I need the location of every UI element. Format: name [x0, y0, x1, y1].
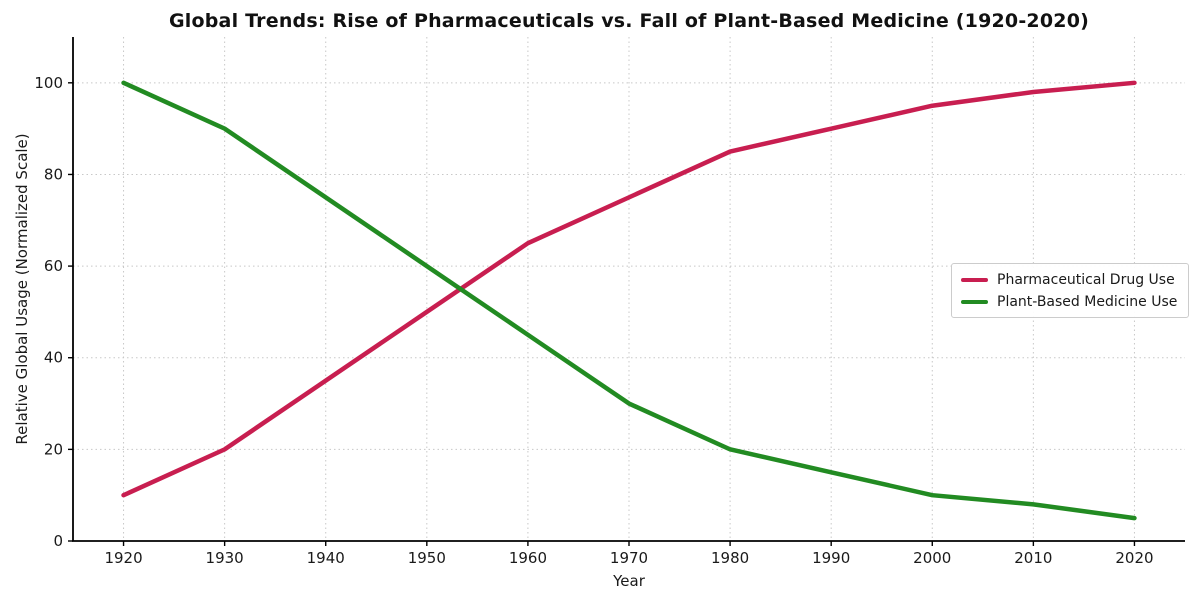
y-tick-label: 80: [44, 165, 63, 183]
x-tick-label: 1940: [307, 549, 345, 567]
series-line-plant-based: [121, 80, 1137, 521]
x-tick-label: 1980: [711, 549, 749, 567]
legend-item-plant-based: Plant-Based Medicine Use: [961, 292, 1177, 311]
legend-label-plant-based: Plant-Based Medicine Use: [997, 293, 1178, 310]
y-tick-label: 0: [53, 532, 63, 550]
x-tick-label: 1920: [104, 549, 142, 567]
legend: Pharmaceutical Drug Use Plant-Based Medi…: [951, 263, 1190, 318]
series-line-pharmaceutical: [121, 80, 1137, 498]
y-tick-label: 100: [34, 74, 63, 92]
y-tick-label: 20: [44, 440, 63, 458]
x-tick-label: 2010: [1014, 549, 1052, 567]
chart-title: Global Trends: Rise of Pharmaceuticals v…: [168, 10, 1089, 32]
x-axis-label: Year: [613, 572, 645, 590]
legend-swatch-plant-based-icon: [961, 299, 988, 304]
x-tick-label: 2020: [1115, 549, 1153, 567]
x-tick-label: 1970: [610, 549, 648, 567]
y-tick-label: 40: [44, 349, 63, 367]
x-tick-label: 2000: [913, 549, 951, 567]
legend-label-pharmaceutical: Pharmaceutical Drug Use: [997, 271, 1175, 288]
legend-item-pharmaceutical: Pharmaceutical Drug Use: [961, 270, 1177, 289]
x-tick-label: 1960: [509, 549, 547, 567]
legend-swatch-pharmaceutical-icon: [961, 277, 988, 282]
x-tick-label: 1990: [812, 549, 850, 567]
x-tick-label: 1950: [408, 549, 446, 567]
y-axis-label: Relative Global Usage (Normalized Scale): [13, 133, 31, 445]
y-tick-label: 60: [44, 257, 63, 275]
x-tick-label: 1930: [206, 549, 244, 567]
